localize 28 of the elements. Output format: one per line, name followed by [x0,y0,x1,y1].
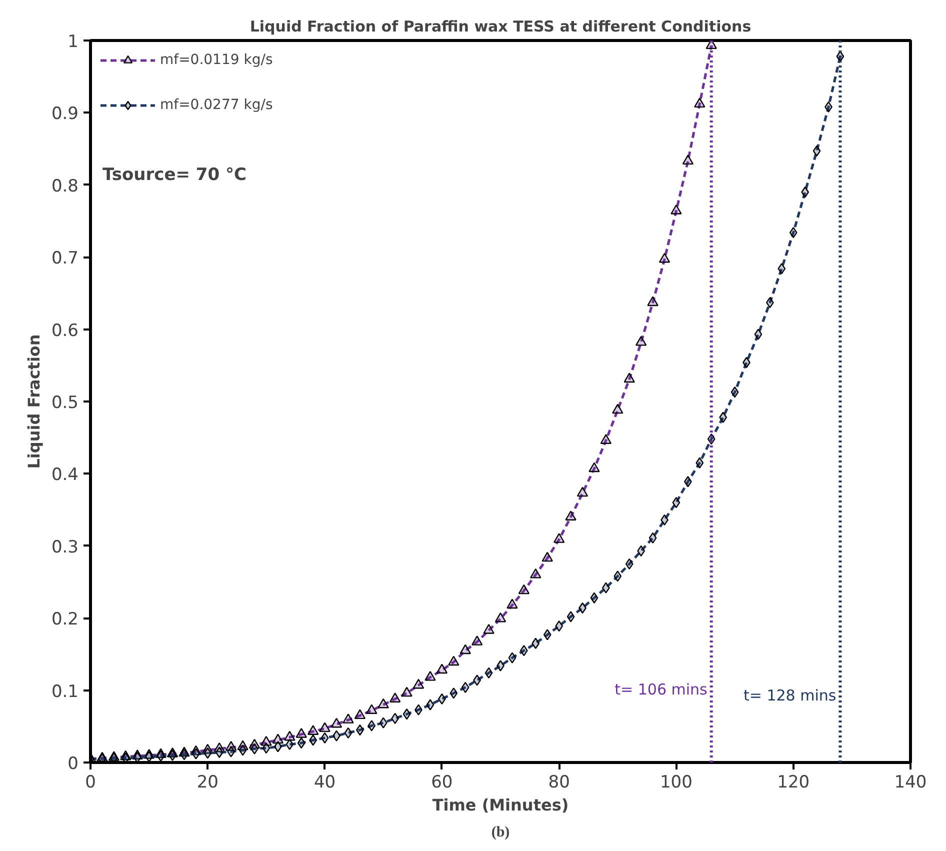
y-tick-label: 0.1 [51,682,79,702]
x-tick-label: 0 [85,772,96,792]
y-tick-label: 0.6 [51,320,79,341]
x-tick-label: 80 [548,772,570,792]
text: (b) [491,824,510,840]
x-tick-label: 100 [660,772,692,792]
y-tick-label: 0.2 [51,610,79,630]
x-tick-label: 20 [196,772,218,792]
y-tick-label: 0.7 [51,248,79,269]
ref-line-label: t= 106 mins [614,680,708,698]
x-tick-label: 40 [314,772,336,792]
legend-label: mf=0.0277 kg/s [160,97,273,113]
y-tick-label: 0.5 [51,393,79,413]
y-tick-label: 0.3 [51,537,79,558]
legend-label: mf=0.0119 kg/s [160,52,273,68]
y-tick-label: 0.9 [51,104,79,124]
y-tick-label: 0.4 [51,465,79,486]
ref-line-label: t= 128 mins [743,686,836,704]
y-tick-label: 0 [68,754,79,774]
chart-title: Liquid Fraction of Paraffin wax TESS at different Conditions [250,18,752,36]
x-axis-title: Time (Minutes) [432,796,569,814]
y-tick-label: 0.8 [51,176,79,196]
x-tick-label: 140 [894,772,927,792]
y-tick-label: 1 [68,32,79,52]
x-tick-label: 60 [431,772,453,792]
y-axis-title: Liquid Fraction [24,334,44,469]
annotation: Tsource= 70 °C [102,164,246,185]
x-tick-label: 120 [777,772,810,792]
